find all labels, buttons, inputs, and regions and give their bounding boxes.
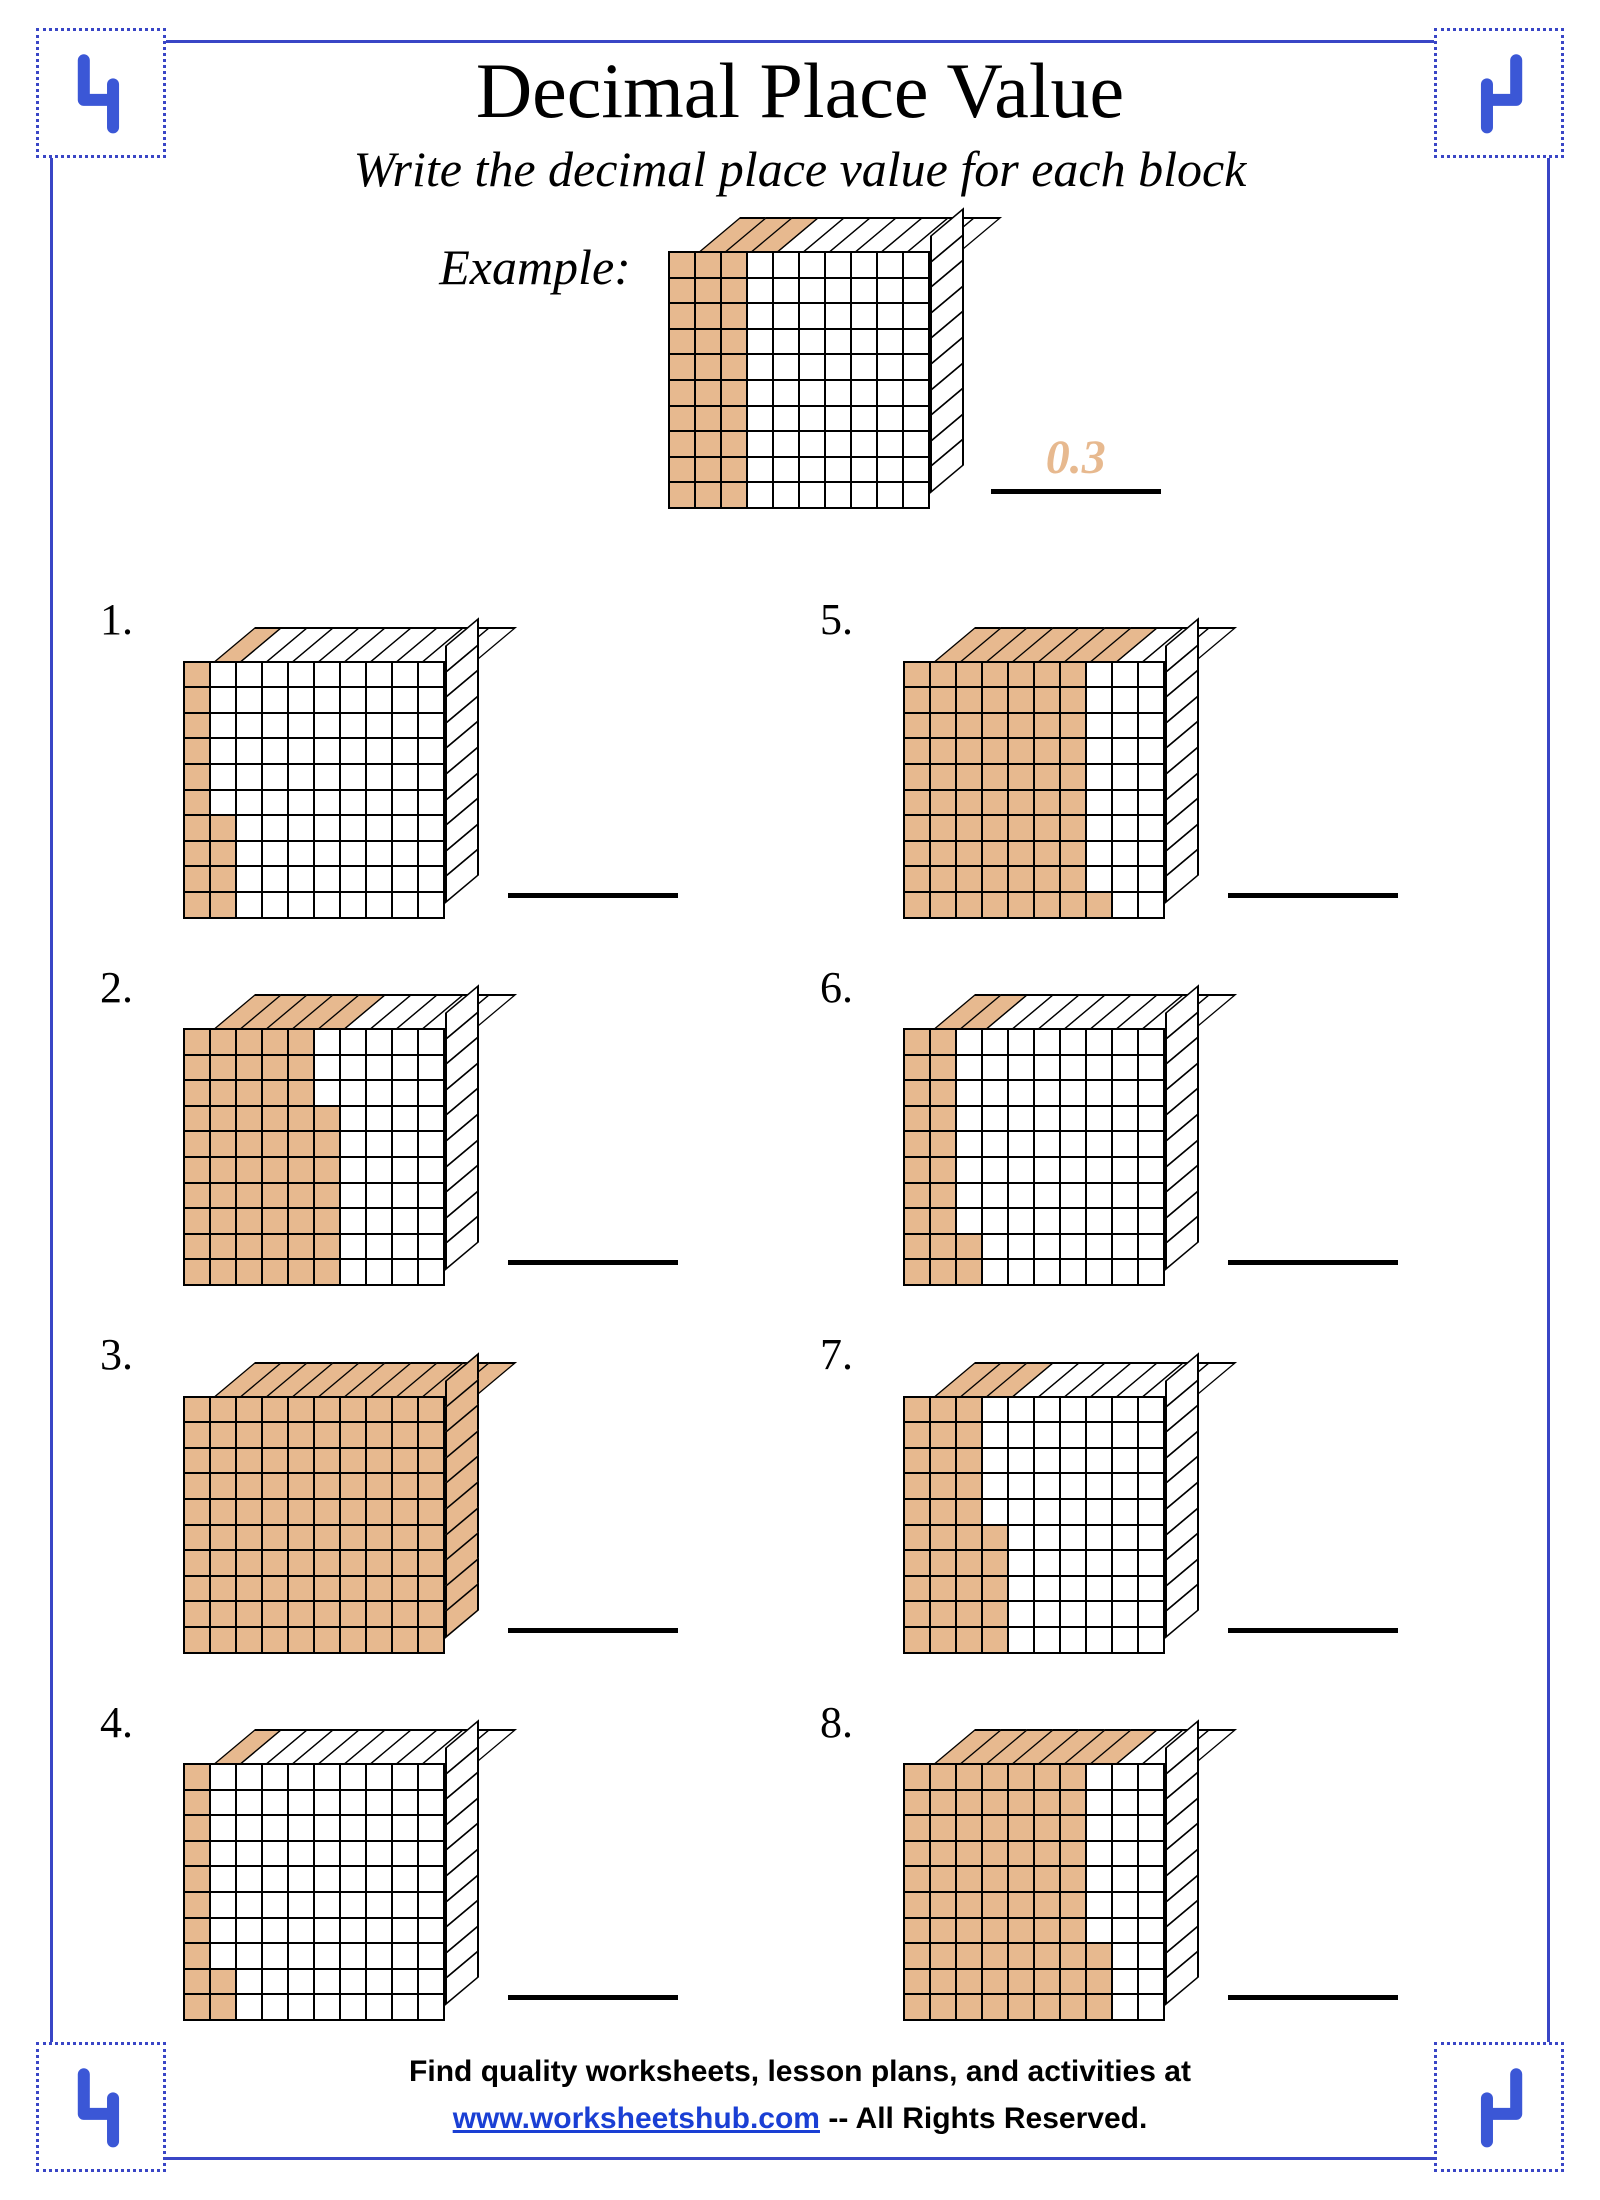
problem-number: 7. (820, 1329, 874, 1380)
footer-text: Find quality worksheets, lesson plans, a… (409, 2055, 1191, 2088)
problems-grid: 1. 2. 3. 4. 5. 6. 7. 8. (100, 580, 1500, 2020)
hundred-block (184, 995, 474, 1285)
answer-blank[interactable] (1228, 1627, 1398, 1633)
problem-number: 6. (820, 962, 874, 1013)
problem-number: 2. (100, 962, 154, 1013)
example-row: Example: 0.3 (50, 218, 1550, 508)
answer-blank[interactable] (508, 892, 678, 898)
corner-ornament-icon (1434, 2042, 1564, 2172)
hundred-block (904, 1730, 1194, 2020)
problem-number: 8. (820, 1697, 874, 1748)
problem-1: 1. (100, 580, 780, 918)
problem-3: 3. (100, 1315, 780, 1653)
page-title: Decimal Place Value (50, 46, 1550, 136)
problem-5: 5. (820, 580, 1500, 918)
answer-blank[interactable] (508, 1627, 678, 1633)
footer-link[interactable]: www.worksheetshub.com (453, 2102, 820, 2135)
hundred-block (904, 995, 1194, 1285)
header: Decimal Place Value Write the decimal pl… (50, 46, 1550, 198)
example-answer: 0.3 (991, 430, 1161, 494)
example-block (669, 218, 959, 508)
problem-number: 1. (100, 594, 154, 645)
hundred-block (184, 628, 474, 918)
hundred-block (904, 1363, 1194, 1653)
answer-blank[interactable] (1228, 1259, 1398, 1265)
corner-ornament-icon (36, 28, 166, 158)
corner-ornament-icon (36, 2042, 166, 2172)
answer-blank[interactable] (508, 1994, 678, 2000)
example-label: Example: (439, 238, 631, 296)
problem-4: 4. (100, 1683, 780, 2021)
footer: Find quality worksheets, lesson plans, a… (0, 2049, 1600, 2142)
problem-6: 6. (820, 948, 1500, 1286)
problem-number: 4. (100, 1697, 154, 1748)
answer-blank[interactable] (1228, 1994, 1398, 2000)
worksheet-page: Decimal Place Value Write the decimal pl… (0, 0, 1600, 2200)
corner-ornament-icon (1434, 28, 1564, 158)
problem-7: 7. (820, 1315, 1500, 1653)
footer-tail: -- All Rights Reserved. (828, 2102, 1147, 2135)
answer-blank[interactable] (1228, 892, 1398, 898)
page-subtitle: Write the decimal place value for each b… (50, 140, 1550, 198)
hundred-block (904, 628, 1194, 918)
problem-2: 2. (100, 948, 780, 1286)
problem-number: 5. (820, 594, 874, 645)
problem-number: 3. (100, 1329, 154, 1380)
answer-blank[interactable] (508, 1259, 678, 1265)
problem-8: 8. (820, 1683, 1500, 2021)
hundred-block (184, 1730, 474, 2020)
hundred-block (184, 1363, 474, 1653)
